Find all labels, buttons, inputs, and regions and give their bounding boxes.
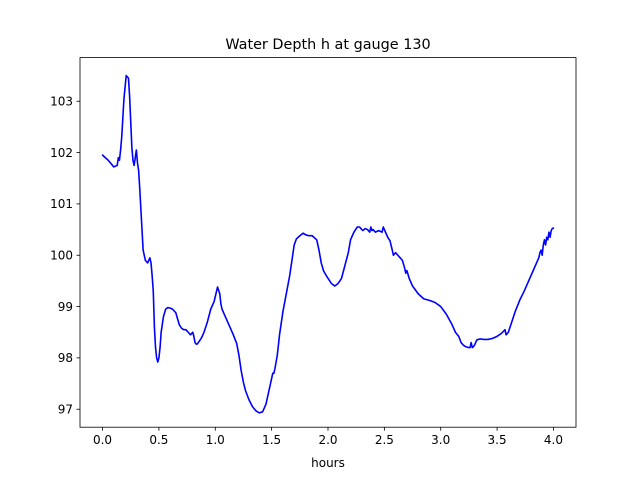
x-tick-label: 4.0 bbox=[544, 433, 563, 447]
y-tick-label: 101 bbox=[50, 197, 73, 211]
x-tick-label: 2.0 bbox=[318, 433, 337, 447]
x-tick-label: 1.0 bbox=[206, 433, 225, 447]
y-axis-ticks: 97 98 99 100 101 102 103 bbox=[50, 95, 80, 417]
y-tick-label: 102 bbox=[50, 146, 73, 160]
x-tick-label: 0.5 bbox=[149, 433, 168, 447]
x-tick-label: 1.5 bbox=[262, 433, 281, 447]
y-tick-label: 99 bbox=[58, 300, 73, 314]
y-tick-label: 98 bbox=[58, 351, 73, 365]
x-axis-ticks: 0.0 0.5 1.0 1.5 2.0 2.5 3.0 3.5 4.0 bbox=[93, 427, 563, 447]
x-tick-label: 3.5 bbox=[488, 433, 507, 447]
y-tick-label: 100 bbox=[50, 249, 73, 263]
x-tick-label: 2.5 bbox=[375, 433, 394, 447]
x-tick-label: 3.0 bbox=[431, 433, 450, 447]
x-axis-label: hours bbox=[311, 456, 345, 470]
y-tick-label: 97 bbox=[58, 403, 73, 417]
chart-title: Water Depth h at gauge 130 bbox=[225, 37, 430, 53]
plot-area bbox=[80, 57, 576, 428]
x-tick-label: 0.0 bbox=[93, 433, 112, 447]
y-tick-label: 103 bbox=[50, 95, 73, 109]
series-line bbox=[101, 74, 555, 414]
